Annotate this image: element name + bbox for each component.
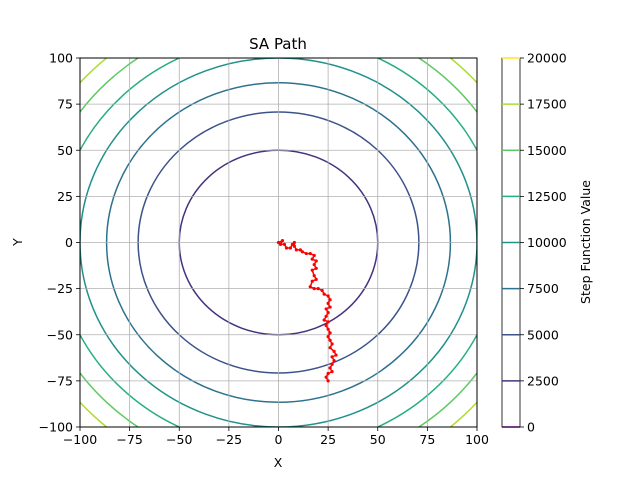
- sa-path-point: [312, 287, 316, 291]
- x-axis-label: X: [274, 455, 283, 470]
- sa-path-point: [328, 331, 332, 335]
- sa-path-point: [292, 244, 296, 248]
- sa-path-point: [310, 257, 314, 261]
- sa-path-point: [304, 251, 308, 256]
- sa-path-point: [326, 311, 330, 315]
- sa-path-point: [280, 239, 285, 243]
- colorbar: 0 2500 5000 7500 10000 12500 15000 17500 20000: [501, 51, 567, 435]
- y-tick-label: 50: [57, 143, 73, 158]
- colorbar-tick-label: 0: [527, 420, 535, 435]
- sa-path-point: [328, 338, 332, 342]
- sa-path-point: [312, 263, 316, 267]
- sa-path: [276, 239, 338, 383]
- sa-path-line: [278, 239, 337, 382]
- sa-path-point: [310, 268, 314, 272]
- x-tick-label: −100: [63, 432, 97, 447]
- sa-path-point: [316, 287, 320, 291]
- sa-path-point: [324, 323, 328, 328]
- sa-path-point: [324, 375, 328, 379]
- x-tick-label: 25: [320, 432, 336, 447]
- sa-path-point: [326, 320, 330, 324]
- colorbar-tick-label: 10000: [527, 235, 567, 250]
- y-tick-label: −50: [47, 327, 73, 342]
- sa-path-point: [312, 274, 316, 278]
- sa-path-point: [328, 346, 332, 350]
- sa-path-point: [324, 307, 328, 311]
- sa-path-point: [326, 334, 330, 339]
- sa-path-point: [328, 298, 332, 302]
- sa-path-point: [334, 353, 338, 357]
- x-tick-label: 0: [275, 432, 283, 447]
- sa-path-point: [330, 342, 334, 346]
- sa-path-point: [294, 248, 298, 252]
- sa-path-point: [312, 253, 316, 258]
- sa-path-point: [326, 379, 330, 383]
- sa-path-point: [292, 240, 296, 245]
- colorbar-tick-label: 12500: [527, 189, 567, 204]
- sa-path-point: [322, 318, 326, 322]
- sa-path-point: [332, 349, 336, 353]
- y-axis-ticks: −100 −75 −50 −25 0 25 50 75 100: [39, 51, 80, 435]
- y-tick-label: −75: [47, 373, 73, 388]
- sa-path-point: [326, 371, 330, 376]
- colorbar-tick-label: 5000: [527, 327, 559, 342]
- sa-path-point: [326, 327, 330, 331]
- sa-path-point: [288, 246, 293, 250]
- sa-path-point: [332, 358, 336, 363]
- sa-path-point: [278, 242, 283, 246]
- sa-path-point: [310, 279, 314, 283]
- y-tick-label: 100: [49, 51, 73, 66]
- x-tick-label: 100: [465, 432, 489, 447]
- y-axis-label: Y: [10, 238, 25, 247]
- colorbar-tick-label: 7500: [527, 281, 559, 296]
- x-tick-label: 75: [419, 432, 435, 447]
- x-tick-label: −25: [216, 432, 242, 447]
- sa-path-point: [322, 292, 326, 296]
- y-tick-label: 25: [57, 189, 73, 204]
- colorbar-tick-label: 2500: [527, 373, 559, 388]
- x-tick-label: −75: [116, 432, 142, 447]
- chart-title: SA Path: [249, 35, 307, 53]
- sa-path-point: [324, 314, 328, 318]
- sa-path-point: [314, 277, 318, 281]
- sa-path-point: [284, 246, 289, 250]
- sa-path-point: [320, 288, 324, 293]
- x-tick-label: −50: [166, 432, 192, 447]
- sa-path-point: [328, 305, 332, 309]
- sa-path-point: [326, 301, 330, 305]
- sa-path-point: [330, 355, 334, 359]
- colorbar-tick-label: 20000: [527, 51, 567, 66]
- sa-path-point: [300, 250, 304, 254]
- colorbar-tick-label: 15000: [527, 143, 567, 158]
- sa-path-point: [330, 362, 334, 366]
- x-tick-label: 50: [370, 432, 386, 447]
- sa-path-point: [314, 266, 318, 270]
- colorbar-tick-label: 17500: [527, 97, 567, 112]
- sa-path-point: [308, 251, 312, 256]
- y-tick-label: −25: [47, 281, 73, 296]
- y-tick-label: 0: [65, 235, 73, 250]
- sa-path-point: [308, 285, 312, 289]
- y-tick-label: 75: [57, 97, 73, 112]
- sa-path-point: [282, 242, 287, 246]
- y-tick-label: −100: [39, 420, 73, 435]
- sa-path-point: [314, 259, 318, 263]
- x-axis-ticks: −100 −75 −50 −25 0 25 50 75 100: [63, 427, 489, 447]
- sa-path-point: [326, 294, 330, 298]
- sa-path-point: [328, 366, 332, 370]
- sa-path-point: [330, 370, 334, 374]
- colorbar-label: Step Function Value: [578, 180, 593, 304]
